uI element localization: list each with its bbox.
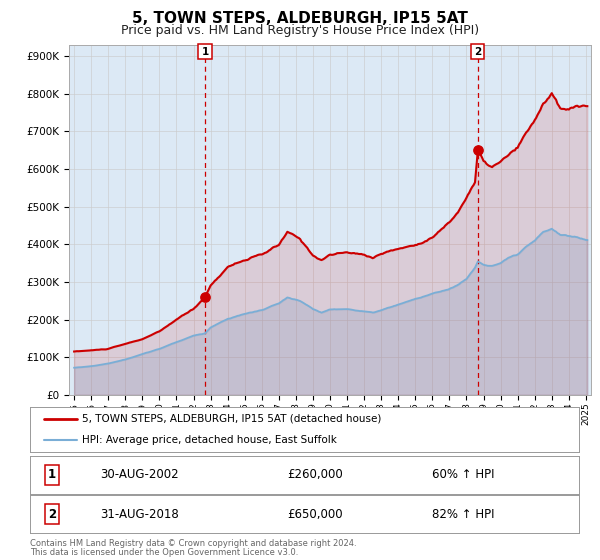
Text: £650,000: £650,000 (287, 507, 343, 521)
Point (200, 292, 210, 301)
Text: 5, TOWN STEPS, ALDEBURGH, IP15 5AT (detached house): 5, TOWN STEPS, ALDEBURGH, IP15 5AT (deta… (82, 414, 382, 424)
Text: 1: 1 (202, 46, 209, 57)
Text: 2: 2 (474, 46, 482, 57)
Text: £260,000: £260,000 (287, 468, 343, 482)
Text: 31-AUG-2018: 31-AUG-2018 (100, 507, 179, 521)
Text: 2: 2 (48, 507, 56, 521)
Text: Price paid vs. HM Land Registry's House Price Index (HPI): Price paid vs. HM Land Registry's House … (121, 24, 479, 36)
Text: 5, TOWN STEPS, ALDEBURGH, IP15 5AT: 5, TOWN STEPS, ALDEBURGH, IP15 5AT (132, 11, 468, 26)
Text: Contains HM Land Registry data © Crown copyright and database right 2024.: Contains HM Land Registry data © Crown c… (30, 539, 356, 548)
Text: HPI: Average price, detached house, East Suffolk: HPI: Average price, detached house, East… (82, 435, 337, 445)
Text: 30-AUG-2002: 30-AUG-2002 (100, 468, 179, 482)
Text: 1: 1 (48, 468, 56, 482)
Point (473, 146, 483, 155)
Text: This data is licensed under the Open Government Licence v3.0.: This data is licensed under the Open Gov… (30, 548, 298, 557)
Text: 82% ↑ HPI: 82% ↑ HPI (433, 507, 495, 521)
Text: 60% ↑ HPI: 60% ↑ HPI (433, 468, 495, 482)
